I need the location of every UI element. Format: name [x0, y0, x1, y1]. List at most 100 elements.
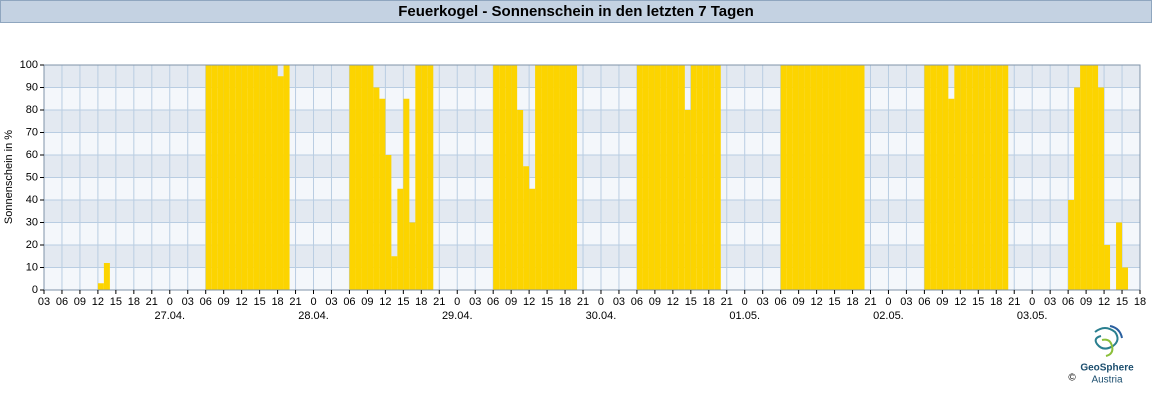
bar — [1104, 245, 1111, 290]
bar — [397, 188, 404, 290]
x-tick-label: 15 — [541, 296, 553, 308]
bar — [547, 65, 554, 290]
x-tick-label: 15 — [828, 296, 840, 308]
bar — [1122, 267, 1129, 290]
y-tick-label: 50 — [26, 171, 38, 183]
logo-brand: GeoSphere — [1080, 363, 1134, 374]
bar — [265, 65, 272, 290]
x-tick-label: 09 — [505, 296, 517, 308]
bar — [373, 87, 380, 290]
bar — [97, 283, 104, 290]
x-tick-label: 12 — [810, 296, 822, 308]
y-tick-label: 10 — [26, 261, 38, 273]
x-tick-label: 15 — [1116, 296, 1128, 308]
bar — [1086, 65, 1093, 290]
date-label: 29.04. — [442, 310, 473, 322]
bar — [415, 65, 422, 290]
bar — [822, 65, 829, 290]
bar — [972, 65, 979, 290]
x-tick-label: 12 — [236, 296, 248, 308]
bar — [277, 76, 284, 290]
bar — [1116, 222, 1123, 290]
bar — [235, 65, 242, 290]
bar — [385, 155, 392, 290]
x-tick-label: 06 — [56, 296, 68, 308]
x-tick-label: 09 — [936, 296, 948, 308]
x-tick-label: 0 — [598, 296, 604, 308]
bar — [930, 65, 937, 290]
bar — [636, 65, 643, 290]
x-tick-label: 15 — [685, 296, 697, 308]
x-tick-label: 0 — [1029, 296, 1035, 308]
x-tick-label: 09 — [792, 296, 804, 308]
copyright: © — [1068, 373, 1076, 384]
bar — [672, 65, 679, 290]
x-tick-label: 09 — [649, 296, 661, 308]
bar — [786, 65, 793, 290]
x-tick-label: 06 — [200, 296, 212, 308]
bar — [852, 65, 859, 290]
x-tick-label: 21 — [289, 296, 301, 308]
y-tick-label: 30 — [26, 216, 38, 228]
y-tick-label: 70 — [26, 126, 38, 138]
chart-title: Feuerkogel - Sonnenschein in den letzten… — [398, 3, 754, 20]
date-label: 01.05. — [729, 310, 760, 322]
grid-band — [44, 245, 1140, 268]
bar — [361, 65, 368, 290]
bar — [205, 65, 212, 290]
bar — [223, 65, 230, 290]
bar — [493, 65, 500, 290]
bar — [966, 65, 973, 290]
bar — [499, 65, 506, 290]
x-tick-label: 21 — [864, 296, 876, 308]
date-label: 02.05. — [873, 310, 904, 322]
bar — [960, 65, 967, 290]
x-tick-label: 18 — [703, 296, 715, 308]
bar — [798, 65, 805, 290]
x-tick-label: 06 — [918, 296, 930, 308]
grid-band — [44, 110, 1140, 133]
grid-band — [44, 65, 1140, 88]
x-tick-label: 12 — [954, 296, 966, 308]
x-tick-label: 03 — [613, 296, 625, 308]
bar — [1092, 65, 1099, 290]
bar — [678, 65, 685, 290]
bar — [714, 65, 721, 290]
x-tick-label: 06 — [631, 296, 643, 308]
x-tick-label: 03 — [469, 296, 481, 308]
bar — [780, 65, 787, 290]
bar — [367, 65, 374, 290]
x-tick-label: 18 — [1134, 296, 1146, 308]
bar — [541, 65, 548, 290]
bar — [642, 65, 649, 290]
bar — [648, 65, 655, 290]
bar — [810, 65, 817, 290]
bar — [427, 65, 434, 290]
y-tick-label: 100 — [20, 59, 38, 71]
x-tick-label: 21 — [433, 296, 445, 308]
x-tick-label: 12 — [92, 296, 104, 308]
bar — [702, 65, 709, 290]
x-tick-label: 09 — [361, 296, 373, 308]
logo-country: Austria — [1091, 375, 1123, 386]
x-tick-label: 18 — [415, 296, 427, 308]
x-tick-label: 15 — [972, 296, 984, 308]
x-tick-label: 03 — [182, 296, 194, 308]
bar — [942, 65, 949, 290]
y-tick-label: 60 — [26, 149, 38, 161]
bar — [259, 65, 266, 290]
bar — [529, 188, 536, 290]
y-tick-label: 40 — [26, 194, 38, 206]
bar — [708, 65, 715, 290]
x-tick-label: 06 — [775, 296, 787, 308]
bar — [804, 65, 811, 290]
x-tick-label: 18 — [128, 296, 140, 308]
bar — [559, 65, 566, 290]
x-tick-label: 09 — [1080, 296, 1092, 308]
bar — [996, 65, 1003, 290]
x-tick-label: 15 — [397, 296, 409, 308]
x-tick-label: 03 — [38, 296, 50, 308]
bar — [253, 65, 260, 290]
bar — [349, 65, 356, 290]
